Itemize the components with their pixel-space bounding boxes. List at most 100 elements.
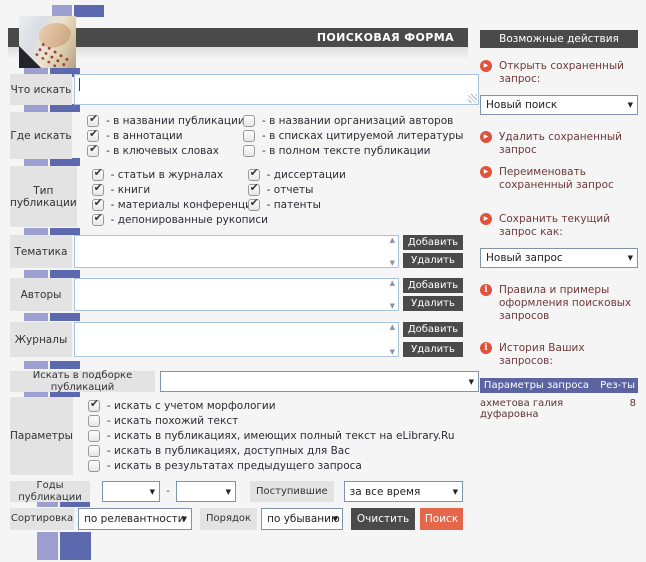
info-glyph: i xyxy=(484,285,488,295)
checkbox[interactable] xyxy=(243,144,255,157)
checkbox[interactable] xyxy=(247,196,260,211)
what-to-search-textarea[interactable] xyxy=(74,74,479,105)
checkbox[interactable] xyxy=(87,142,99,157)
checkbox[interactable] xyxy=(87,429,100,442)
checkbox-label: - книги xyxy=(110,183,151,196)
thematics-remove-button[interactable]: Удалить xyxy=(403,253,463,268)
scroll-down-icon[interactable]: ▼ xyxy=(389,348,395,356)
checkbox[interactable] xyxy=(91,166,104,181)
history-table-row[interactable]: ахметова галия дуфаровна 8 xyxy=(480,393,638,420)
checkbox[interactable] xyxy=(87,397,100,412)
decor-square xyxy=(50,228,80,235)
checkbox-option[interactable]: - искать в публикациях, имеющих полный т… xyxy=(87,428,479,443)
checkbox-option[interactable]: - в аннотации xyxy=(87,127,243,143)
years-separator: - xyxy=(166,486,170,497)
thematics-add-button[interactable]: Добавить xyxy=(403,235,463,250)
checkbox[interactable] xyxy=(87,127,99,142)
clear-button[interactable]: Очистить xyxy=(351,508,416,530)
sorting-select[interactable]: по релевантности ▼ xyxy=(78,508,192,530)
checkbox[interactable] xyxy=(91,211,104,226)
history-col-results: Рез-ты xyxy=(600,380,635,391)
checkbox-option[interactable]: - в списках цитируемой литературы xyxy=(243,128,479,143)
checkbox[interactable] xyxy=(91,181,104,196)
delete-saved-query-link[interactable]: ▶ Удалить сохраненный запрос xyxy=(480,131,638,157)
checkbox-label: - депонированные рукописи xyxy=(110,213,268,226)
parameters-options: - искать с учетом морфологии - искать по… xyxy=(73,397,479,475)
journals-add-button[interactable]: Добавить xyxy=(403,322,463,337)
history-link[interactable]: i История Ваших запросов: xyxy=(480,342,638,368)
scroll-up-icon[interactable]: ▲ xyxy=(389,279,395,287)
checkbox[interactable] xyxy=(247,181,260,196)
checkbox-option[interactable]: - искать в публикациях, доступных для Ва… xyxy=(87,443,479,458)
checkbox-label: - искать в публикациях, доступных для Ва… xyxy=(106,444,350,457)
checkbox-option[interactable]: - искать с учетом морфологии xyxy=(87,397,479,413)
decor-square xyxy=(50,313,80,321)
order-select[interactable]: по убыванию ▼ xyxy=(261,508,344,530)
journals-remove-button[interactable]: Удалить xyxy=(403,342,463,357)
rename-saved-query-link[interactable]: ▶ Переименовать сохраненный запрос xyxy=(480,166,638,192)
scroll-down-icon[interactable]: ▼ xyxy=(389,302,395,310)
history-query[interactable]: ахметова галия дуфаровна xyxy=(480,398,564,420)
thematics-label: Тематика xyxy=(10,235,72,268)
checkbox[interactable] xyxy=(91,196,104,211)
open-saved-query-text: Открыть сохраненный запрос: xyxy=(499,60,625,85)
resize-grip-icon[interactable] xyxy=(468,94,477,103)
journals-listbox[interactable]: ▲ ▼ xyxy=(74,322,399,357)
rules-link[interactable]: i Правила и примеры оформления поисковых… xyxy=(480,284,638,323)
dropdown-arrow-icon: ▼ xyxy=(627,254,633,262)
open-saved-query-link[interactable]: ▶ Открыть сохраненный запрос: xyxy=(480,60,638,86)
play-glyph: ▶ xyxy=(483,133,489,140)
checkbox-option[interactable]: - в полном тексте публикации xyxy=(243,143,479,158)
received-value: за все время xyxy=(349,485,421,498)
checkbox[interactable] xyxy=(87,414,100,427)
scroll-down-icon[interactable]: ▼ xyxy=(389,259,395,267)
scroll-up-icon[interactable]: ▲ xyxy=(389,236,395,244)
authors-add-button[interactable]: Добавить xyxy=(403,278,463,293)
checkbox-option[interactable]: - книги xyxy=(91,181,248,197)
checkbox-option[interactable]: - искать похожий текст xyxy=(87,413,479,428)
play-glyph: ▶ xyxy=(483,168,489,175)
checkbox[interactable] xyxy=(87,444,100,457)
checkbox-option[interactable]: - материалы конференций xyxy=(91,196,259,212)
year-to-select[interactable]: ▼ xyxy=(176,481,236,502)
checkbox-option[interactable]: - в названии публикации xyxy=(87,112,245,128)
dropdown-arrow-icon: ▼ xyxy=(468,377,474,386)
checkbox-option[interactable]: - диссертации xyxy=(247,166,479,182)
dropdown-arrow-icon: ▼ xyxy=(181,515,187,523)
checkbox-label: - патенты xyxy=(266,198,321,211)
decor-square xyxy=(37,498,58,507)
year-from-select[interactable]: ▼ xyxy=(102,481,160,502)
checkbox-option[interactable]: - отчеты xyxy=(247,181,479,197)
received-label: Поступившие xyxy=(250,481,334,502)
checkbox[interactable] xyxy=(87,112,99,127)
checkbox-option[interactable]: - искать в результатах предыдущего запро… xyxy=(87,458,479,473)
info-circle-icon: i xyxy=(480,284,492,296)
checkbox-option[interactable]: - депонированные рукописи xyxy=(91,211,268,227)
checkbox-option[interactable]: - в названии организаций авторов xyxy=(243,113,479,128)
publication-years-label: Годы публикации xyxy=(10,480,90,503)
checkbox-option[interactable]: - патенты xyxy=(247,196,479,212)
checkbox-option[interactable]: - в ключевых словах xyxy=(87,142,243,158)
checkbox[interactable] xyxy=(87,459,100,472)
where-to-search-label: Где искать xyxy=(10,112,72,159)
delete-saved-query-text: Удалить сохраненный запрос xyxy=(499,131,622,156)
authors-listbox[interactable]: ▲ ▼ xyxy=(74,278,399,311)
authors-remove-button[interactable]: Удалить xyxy=(403,296,463,311)
checkbox-option[interactable]: - статьи в журналах xyxy=(91,166,248,182)
collection-select[interactable]: ▼ xyxy=(160,371,479,392)
checkbox[interactable] xyxy=(247,166,260,181)
play-glyph: ▶ xyxy=(483,215,489,222)
rules-text: Правила и примеры оформления поисковых з… xyxy=(499,284,632,322)
checkbox[interactable] xyxy=(243,129,255,142)
received-select[interactable]: за все время ▼ xyxy=(343,481,463,502)
scroll-up-icon[interactable]: ▲ xyxy=(389,323,395,331)
thematics-listbox[interactable]: ▲ ▼ xyxy=(74,235,399,268)
checkbox[interactable] xyxy=(243,114,255,127)
saved-query-select[interactable]: Новый поиск ▼ xyxy=(480,95,638,115)
save-current-query-link[interactable]: ▶ Сохранить текущий запрос как: xyxy=(480,213,638,239)
save-current-query-select[interactable]: Новый запрос ▼ xyxy=(480,248,638,268)
decor-square xyxy=(24,361,48,369)
decor-square xyxy=(24,104,48,112)
search-button[interactable]: Поиск xyxy=(420,508,463,530)
